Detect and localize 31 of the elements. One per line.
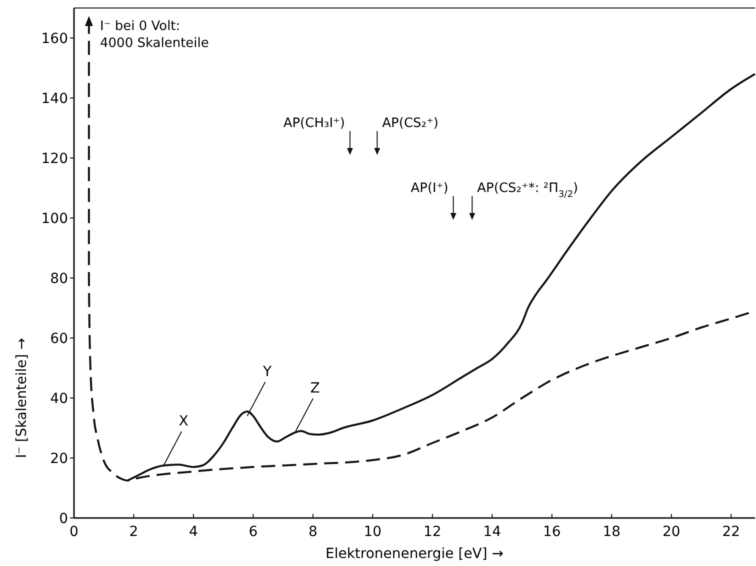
- y-tick-label: 40: [50, 391, 68, 407]
- y-tick-label: 60: [50, 331, 68, 347]
- y-tick-label: 0: [59, 511, 68, 527]
- x-tick-label: 16: [542, 524, 561, 540]
- ref-line-label: AP(CS₂⁺*: ²Π$_{3/2}$): [477, 181, 578, 200]
- ref-line-label: AP(I⁺): [410, 181, 448, 196]
- annotation: X: [178, 414, 189, 430]
- x-tick-label: 20: [662, 524, 680, 540]
- y-tick-label: 80: [50, 271, 68, 287]
- ref-line-label: AP(CS₂⁺): [382, 116, 438, 131]
- x-tick-label: 12: [424, 524, 442, 540]
- ref-line-label: AP(CH₃I⁺): [283, 116, 345, 131]
- y-tick-label: 120: [41, 151, 68, 167]
- y-tick-label: 140: [41, 91, 68, 107]
- x-tick-label: 18: [602, 524, 621, 540]
- x-tick-label: 14: [483, 524, 502, 540]
- x-tick-label: 2: [129, 524, 138, 540]
- y-axis-title: I⁻ [Skalenteile] →: [14, 338, 30, 458]
- x-tick-label: 10: [364, 524, 382, 540]
- annotation: Z: [310, 380, 320, 396]
- x-tick-label: 0: [70, 524, 78, 540]
- y-tick-label: 160: [41, 31, 68, 47]
- x-tick-label: 8: [308, 524, 318, 540]
- y-tick-label: 100: [41, 211, 68, 227]
- y-tick-label: 20: [50, 451, 68, 467]
- x-axis-title: Elektronenenergie [eV] →: [325, 546, 504, 562]
- annotation: I⁻ bei 0 Volt: 4000 Skalenteile: [100, 19, 209, 51]
- annotation: Y: [262, 364, 272, 380]
- x-tick-label: 22: [722, 524, 740, 540]
- x-tick-label: 6: [248, 524, 258, 540]
- x-tick-label: 4: [189, 524, 198, 540]
